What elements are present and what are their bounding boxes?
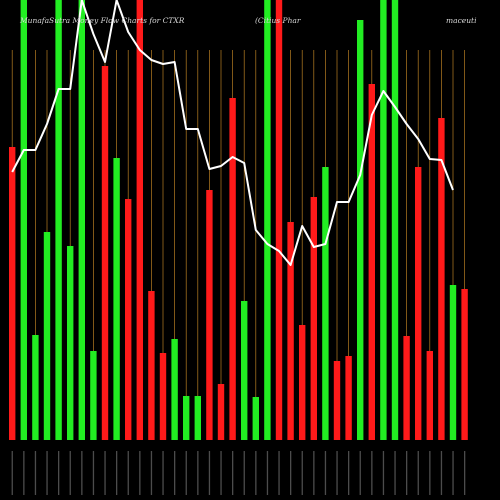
tick-label [371,451,373,495]
tick-label [92,451,95,495]
bar [391,0,399,440]
bar [217,384,225,440]
tick-label [46,451,48,495]
bar [357,20,364,440]
bar [287,222,294,440]
tick-label [139,451,141,495]
line-series [11,0,454,266]
chart-title-middle: (Citius Phar [255,16,301,25]
tick-label [394,451,396,495]
tick-label [208,451,211,495]
bar [78,0,85,440]
bar [125,199,132,440]
chart-title-right: maceuti [446,16,477,25]
tick-label [301,451,303,495]
tick-label [348,451,350,495]
tick-label [429,451,431,495]
tick-label [174,451,176,495]
tick-label [313,451,315,495]
tick-label [185,451,187,495]
tick-label [255,451,257,495]
bar [380,0,387,440]
bar [461,289,468,440]
tick-label [23,451,25,495]
tick-label [220,451,222,495]
tick-label [197,451,199,495]
tick-label [162,451,164,495]
bar [32,335,39,440]
bar [206,190,213,440]
bar [310,197,317,440]
bar [299,325,306,440]
bar [9,147,16,440]
bottom-tick-labels [11,451,466,495]
tick-label [232,451,234,495]
tick-label [464,451,466,495]
tick-label [359,451,361,495]
bar [426,351,433,440]
tick-label [127,451,129,495]
bar [403,336,410,440]
tick-label [150,451,153,495]
bar [20,0,27,440]
tick-label [406,451,408,495]
tick-label [11,451,13,495]
line-layer [11,0,454,266]
bar [101,66,109,440]
tick-label [34,451,37,495]
tick-label [243,451,245,495]
bar [264,0,271,440]
tick-label [69,451,71,495]
tick-label [266,451,269,495]
tick-label [324,451,327,495]
tick-label [336,451,338,495]
tick-label [278,451,280,495]
tick-label [58,451,60,495]
bar [241,301,248,440]
tick-label [440,451,443,495]
bar [113,158,120,440]
tick-label [290,451,292,495]
bar [55,0,62,440]
tick-label [382,451,385,495]
bar [322,167,329,440]
bar [90,351,97,440]
bar [345,356,352,440]
bar [43,232,51,440]
tick-label [104,451,106,495]
bar [171,339,178,440]
bar [194,396,201,440]
chart-title-left: MunafaSutra Money Flow Charts for CTXR [19,16,185,25]
tick-label [81,451,83,495]
bar [229,98,236,440]
tick-label [417,451,419,495]
bar [333,361,341,440]
bar [67,246,74,440]
bar [183,396,190,440]
bar [275,0,283,440]
tick-label [116,451,118,495]
tick-label [452,451,454,495]
bars-group [9,0,468,440]
bar [252,397,259,440]
bar [368,84,375,440]
bar [438,118,445,440]
bar [148,291,155,440]
bar [136,0,143,440]
bar [159,353,167,440]
bar [449,285,457,440]
bar [415,167,422,440]
